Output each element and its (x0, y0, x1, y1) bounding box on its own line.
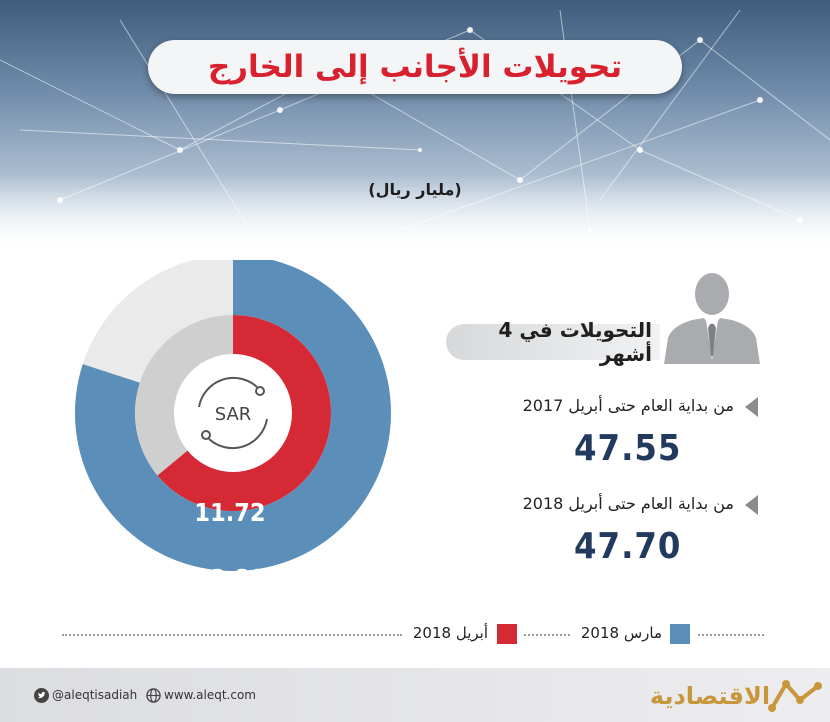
twitter-handle[interactable]: @aleqtisadiah (52, 688, 138, 702)
value-2017: 47.55 (574, 428, 682, 469)
legend-swatch-april (497, 624, 517, 644)
banner-fade (0, 176, 830, 246)
bullet-arrow-icon (745, 495, 758, 515)
legend-label-april: أبريل 2018 (412, 624, 488, 642)
sar-arrow-arc-bottom (208, 418, 268, 449)
sar-arrow-node-bottom (201, 430, 211, 440)
footer: @aleqtisadiah www.aleqt.com (0, 668, 830, 722)
twitter-icon (34, 688, 49, 703)
period-label-2018: من بداية العام حتى أبريل 2018 (522, 494, 734, 513)
legend-swatch-march (670, 624, 690, 644)
person-icon (664, 273, 760, 364)
sar-icon-text: SAR (215, 404, 252, 425)
subheading-bar: التحويلات في 4 أشهر (446, 318, 660, 366)
value-2018: 47.70 (574, 526, 682, 567)
title-pill: تحويلات الأجانب إلى الخارج (148, 40, 682, 94)
outer-ring-segment-march (75, 260, 391, 571)
logo: الاقتصادية (649, 674, 771, 718)
data-label-march: 12.80 (194, 564, 265, 590)
sar-arrow-node-top (255, 386, 265, 396)
logo-text: الاقتصادية (649, 682, 771, 710)
donut-chart: SAR 11.72 12.80 (75, 260, 391, 590)
period-label-2017: من بداية العام حتى أبريل 2017 (522, 396, 734, 415)
legend-divider (524, 634, 570, 636)
globe-icon (146, 688, 161, 703)
center-disc (174, 354, 292, 472)
legend-divider (62, 634, 402, 636)
logo-chart-icon (768, 680, 822, 712)
bullet-arrow-icon (745, 397, 758, 417)
legend-divider (698, 634, 764, 636)
subheading: التحويلات في 4 أشهر (498, 318, 652, 366)
page-title: تحويلات الأجانب إلى الخارج (207, 49, 623, 85)
header-banner (0, 0, 830, 246)
data-label-april: 11.72 (194, 498, 265, 527)
unit-label: (مليار ريال) (368, 180, 462, 199)
sar-arrow-arc-top (198, 377, 258, 408)
website-link[interactable]: www.aleqt.com (164, 688, 256, 702)
legend-label-march: مارس 2018 (580, 624, 662, 642)
